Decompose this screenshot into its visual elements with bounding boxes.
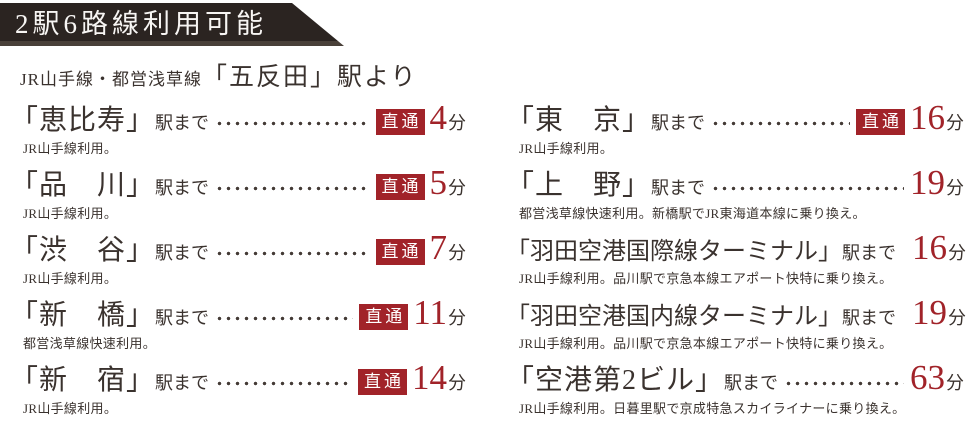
station-name: 「恵比寿」 <box>10 105 156 136</box>
route-row-haneda-international: 「羽田空港国際線ターミナル」 駅まで 16 分 JR山手線利用。品川駅で京急本線… <box>506 228 966 295</box>
dotted-leader <box>215 120 370 126</box>
station-name: 「空港第2ビル」 <box>506 365 725 396</box>
direct-badge: 直通 <box>375 174 425 200</box>
route-row-shimbashi: 「新 橋」 駅まで 直通 11 分 都営浅草線快速利用。 <box>10 295 466 360</box>
spacer <box>902 316 906 321</box>
route-head: 「恵比寿」 駅まで 直通 4 分 <box>10 100 466 140</box>
minutes-value: 16 <box>910 98 945 137</box>
minutes-value: 19 <box>912 293 947 332</box>
minutes-unit: 分 <box>948 308 966 328</box>
minutes-value: 63 <box>910 358 945 397</box>
to-station-label: 駅まで <box>155 178 210 198</box>
dotted-leader <box>215 185 370 191</box>
route-head: 「空港第2ビル」 駅まで 63 分 <box>506 360 964 400</box>
minutes-unit: 分 <box>946 178 964 198</box>
route-row-airport-terminal2: 「空港第2ビル」 駅まで 63 分 JR山手線利用。日暮里駅で京成特急スカイライ… <box>506 360 964 425</box>
station-name: 「品 川」 <box>10 170 156 201</box>
to-station-label: 駅まで <box>842 308 896 328</box>
title-banner: 2駅6路線利用可能 <box>0 3 344 46</box>
station-name: 「羽田空港国内線ターミナル」 <box>506 304 842 330</box>
direct-badge: 直通 <box>856 109 905 135</box>
origin-subtitle: JR山手線・都営浅草線 「五反田」駅より <box>20 57 417 93</box>
minutes-value: 5 <box>429 163 448 202</box>
minutes-unit: 分 <box>448 113 466 133</box>
origin-lines-label: JR山手線・都営浅草線 <box>20 70 202 89</box>
direct-badge: 直通 <box>375 239 425 265</box>
spacer <box>902 251 906 256</box>
to-station-label: 駅まで <box>155 243 210 263</box>
to-station-label: 駅まで <box>155 373 210 393</box>
route-head: 「渋 谷」 駅まで 直通 7 分 <box>10 230 466 270</box>
route-head: 「羽田空港国際線ターミナル」 駅まで 16 分 <box>506 228 966 270</box>
route-note: JR山手線利用。品川駅で京急本線エアポート快特に乗り換え。 <box>519 336 893 351</box>
route-note: JR山手線利用。日暮里駅で京成特急スカイライナーに乗り換え。 <box>519 401 906 416</box>
station-name: 「渋 谷」 <box>10 235 156 266</box>
dotted-leader <box>215 380 352 386</box>
minutes-unit: 分 <box>946 113 964 133</box>
routes-column-right: 「東 京」 駅まで 直通 16 分 JR山手線利用。 「上 野」 駅まで 19 … <box>506 100 966 425</box>
minutes-unit: 分 <box>448 178 466 198</box>
route-row-tokyo: 「東 京」 駅まで 直通 16 分 JR山手線利用。 <box>506 100 964 165</box>
route-note: 都営浅草線快速利用。 <box>23 336 157 351</box>
route-head: 「上 野」 駅まで 19 分 <box>506 165 964 205</box>
station-name: 「新 橋」 <box>10 300 156 331</box>
route-head: 「東 京」 駅まで 直通 16 分 <box>506 100 964 140</box>
dotted-leader <box>711 185 904 191</box>
route-row-ueno: 「上 野」 駅まで 19 分 都営浅草線快速利用。新橋駅でJR東海道本線に乗り換… <box>506 165 964 230</box>
direct-badge: 直通 <box>358 369 407 395</box>
route-note: JR山手線利用。 <box>23 271 118 286</box>
to-station-label: 駅まで <box>651 178 706 198</box>
origin-station-label: 「五反田」駅より <box>201 64 418 91</box>
to-station-label: 駅まで <box>155 308 210 328</box>
route-note: JR山手線利用。 <box>519 141 614 156</box>
dotted-leader <box>215 315 354 321</box>
station-name: 「上 野」 <box>506 170 652 201</box>
minutes-value: 16 <box>912 228 947 267</box>
to-station-label: 駅まで <box>724 373 779 393</box>
route-row-shibuya: 「渋 谷」 駅まで 直通 7 分 JR山手線利用。 <box>10 230 466 295</box>
minutes-unit: 分 <box>948 243 966 263</box>
dotted-leader <box>711 120 850 126</box>
routes-column-left: 「恵比寿」 駅まで 直通 4 分 JR山手線利用。 「品 川」 駅まで 直通 5… <box>10 100 466 425</box>
minutes-value: 19 <box>910 163 945 202</box>
minutes-value: 4 <box>429 98 448 137</box>
route-note: JR山手線利用。品川駅で京急本線エアポート快特に乗り換え。 <box>519 271 893 286</box>
route-note: JR山手線利用。 <box>23 401 118 416</box>
page-title: 2駅6路線利用可能 <box>15 9 267 39</box>
route-head: 「羽田空港国内線ターミナル」 駅まで 19 分 <box>506 293 966 335</box>
direct-badge: 直通 <box>359 304 409 330</box>
station-name: 「東 京」 <box>506 105 652 136</box>
minutes-unit: 分 <box>448 308 466 328</box>
route-row-ebisu: 「恵比寿」 駅まで 直通 4 分 JR山手線利用。 <box>10 100 466 165</box>
minutes-unit: 分 <box>448 243 466 263</box>
route-head: 「新 宿」 駅まで 直通 14 分 <box>10 360 466 400</box>
minutes-unit: 分 <box>448 373 466 393</box>
minutes-unit: 分 <box>946 373 964 393</box>
route-note: 都営浅草線快速利用。新橋駅でJR東海道本線に乗り換え。 <box>519 206 866 221</box>
route-note: JR山手線利用。 <box>23 141 118 156</box>
to-station-label: 駅まで <box>842 243 896 263</box>
to-station-label: 駅まで <box>651 113 706 133</box>
minutes-value: 11 <box>413 293 447 332</box>
route-head: 「新 橋」 駅まで 直通 11 分 <box>10 295 466 335</box>
to-station-label: 駅まで <box>155 113 210 133</box>
station-name: 「新 宿」 <box>10 365 156 396</box>
dotted-leader <box>215 250 370 256</box>
minutes-value: 7 <box>429 228 448 267</box>
route-row-haneda-domestic: 「羽田空港国内線ターミナル」 駅まで 19 分 JR山手線利用。品川駅で京急本線… <box>506 293 966 360</box>
minutes-value: 14 <box>412 358 447 397</box>
route-head: 「品 川」 駅まで 直通 5 分 <box>10 165 466 205</box>
route-row-shinagawa: 「品 川」 駅まで 直通 5 分 JR山手線利用。 <box>10 165 466 230</box>
route-row-shinjuku: 「新 宿」 駅まで 直通 14 分 JR山手線利用。 <box>10 360 466 425</box>
direct-badge: 直通 <box>375 109 425 135</box>
route-note: JR山手線利用。 <box>23 206 118 221</box>
station-name: 「羽田空港国際線ターミナル」 <box>506 239 842 265</box>
dotted-leader <box>784 380 904 386</box>
